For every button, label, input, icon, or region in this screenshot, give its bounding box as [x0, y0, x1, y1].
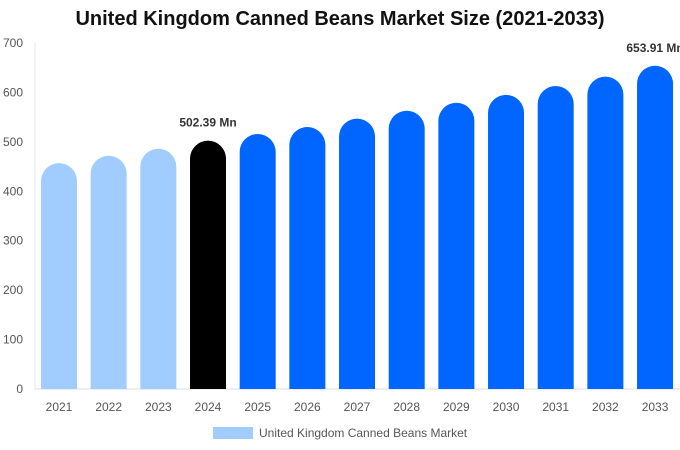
x-tick-label: 2032: [592, 400, 619, 414]
x-tick-label: 2022: [95, 400, 122, 414]
x-tick-label: 2024: [195, 400, 222, 414]
bar-2030: [488, 94, 525, 389]
x-tick-label: 2025: [244, 400, 271, 414]
y-tick-label: 100: [3, 333, 23, 347]
x-tick-label: 2030: [493, 400, 520, 414]
bar-2022: [90, 155, 127, 389]
y-tick-label: 0: [16, 382, 23, 396]
chart-title: United Kingdom Canned Beans Market Size …: [75, 8, 605, 30]
bar-2033: [637, 65, 674, 390]
legend-swatch: [213, 427, 253, 439]
bar-2029: [438, 102, 475, 390]
y-tick-label: 300: [3, 234, 23, 248]
bar-2024: [190, 140, 227, 389]
x-tick-label: 2027: [344, 400, 371, 414]
x-tick-label: 2028: [393, 400, 420, 414]
bar-2028: [388, 110, 425, 389]
y-tick-label: 600: [3, 85, 23, 99]
bar-2026: [289, 127, 326, 389]
legend-label: United Kingdom Canned Beans Market: [259, 426, 468, 440]
bar-2025: [239, 133, 276, 389]
data-label: 653.91 Mn: [626, 41, 680, 55]
y-tick-label: 200: [3, 283, 23, 297]
bar-2027: [339, 118, 376, 389]
y-tick-label: 400: [3, 184, 23, 198]
bar-2023: [140, 148, 177, 389]
bar-2032: [587, 76, 624, 390]
y-tick-label: 700: [3, 36, 23, 50]
x-tick-label: 2021: [46, 400, 73, 414]
x-tick-label: 2031: [542, 400, 569, 414]
x-tick-label: 2023: [145, 400, 172, 414]
bar-2021: [41, 163, 77, 389]
x-tick-label: 2033: [642, 400, 669, 414]
y-tick-label: 500: [3, 135, 23, 149]
x-tick-label: 2026: [294, 400, 321, 414]
x-tick-label: 2029: [443, 400, 470, 414]
data-label: 502.39 Mn: [179, 116, 236, 130]
legend: United Kingdom Canned Beans Market: [213, 426, 467, 440]
bar-2031: [537, 86, 574, 389]
